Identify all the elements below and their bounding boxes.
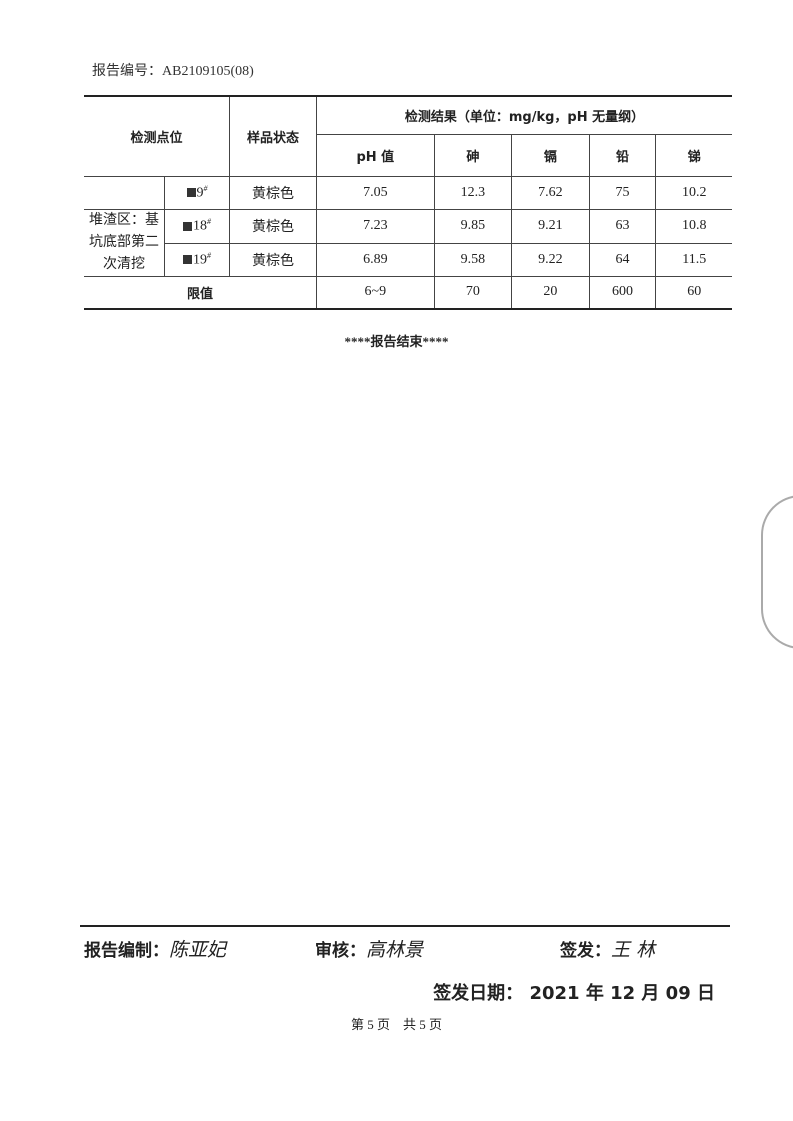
results-table: 检测点位 样品状态 检测结果（单位：mg/kg，pH 无量纲） pH 值 砷 镉… <box>84 95 732 310</box>
value-cell: 7.62 <box>511 175 590 210</box>
value-cell: 7.23 <box>316 208 435 244</box>
point-cell: 9# <box>164 175 230 210</box>
square-marker-icon <box>183 221 192 231</box>
report-end: ****报告结束**** <box>344 334 449 349</box>
header-location: 检测点位 <box>84 95 230 177</box>
state-cell: 黄棕色 <box>229 175 317 210</box>
state-cell: 黄棕色 <box>229 242 317 277</box>
value-cell: 7.05 <box>316 175 435 210</box>
point-cell: 19# <box>164 242 230 277</box>
value-cell: 75 <box>588 175 657 210</box>
value-cell: 12.3 <box>433 175 513 210</box>
limit-cell: 20 <box>511 275 590 310</box>
value-cell: 64 <box>588 242 657 277</box>
seal-stamp <box>761 495 793 649</box>
page-number: 第 5 页 共 5 页 <box>350 1017 442 1032</box>
limit-cell: 600 <box>588 275 657 310</box>
report-number: 报告编号：AB2109105(08) <box>92 64 254 79</box>
value-cell: 10.8 <box>655 208 732 244</box>
header-pb: 铅 <box>588 133 657 177</box>
compiled-signature: 陈亚妃 <box>169 939 227 961</box>
table-row: 19# 黄棕色 6.89 9.58 9.22 64 11.5 <box>84 242 732 277</box>
value-cell: 63 <box>588 208 657 244</box>
limit-row: 限值 6~9 70 20 600 60 <box>84 275 732 310</box>
limit-cell: 6~9 <box>316 275 435 310</box>
point-cell: 18# <box>164 208 230 244</box>
header-state: 样品状态 <box>229 95 317 177</box>
limit-label: 限值 <box>84 275 317 310</box>
issued-by: 签发：王 林 <box>560 939 656 961</box>
table-row: 9# 黄棕色 7.05 12.3 7.62 75 10.2 <box>84 175 732 210</box>
divider <box>80 925 730 927</box>
compiled-by: 报告编制：陈亚妃 <box>84 939 227 961</box>
value-cell: 11.5 <box>655 242 732 277</box>
review-signature: 高林景 <box>366 939 424 961</box>
value-cell: 6.89 <box>316 242 435 277</box>
square-marker-icon <box>183 255 192 265</box>
header-results: 检测结果（单位：mg/kg，pH 无量纲） <box>316 95 732 135</box>
value-cell: 9.22 <box>511 242 590 277</box>
header-sb: 锑 <box>655 133 732 177</box>
issue-date: 签发日期： 2021 年 12 月 09 日 <box>433 983 715 1004</box>
header-cd: 镉 <box>511 133 590 177</box>
value-cell: 10.2 <box>655 175 732 210</box>
table-row: 堆渣区：基坑底部第二次清挖 18# 黄棕色 7.23 9.85 9.21 63 … <box>84 208 732 277</box>
value-cell: 9.85 <box>433 208 513 244</box>
square-marker-icon <box>186 188 196 198</box>
value-cell: 9.58 <box>433 242 513 277</box>
area-cell: 堆渣区：基坑底部第二次清挖 <box>84 208 165 277</box>
limit-cell: 60 <box>655 275 732 310</box>
limit-cell: 70 <box>433 275 513 310</box>
state-cell: 黄棕色 <box>229 208 317 244</box>
issue-signature: 王 林 <box>611 939 656 961</box>
value-cell: 9.21 <box>511 208 590 244</box>
reviewed-by: 审核：高林景 <box>315 939 424 961</box>
header-as: 砷 <box>433 133 513 177</box>
header-ph: pH 值 <box>316 133 435 177</box>
